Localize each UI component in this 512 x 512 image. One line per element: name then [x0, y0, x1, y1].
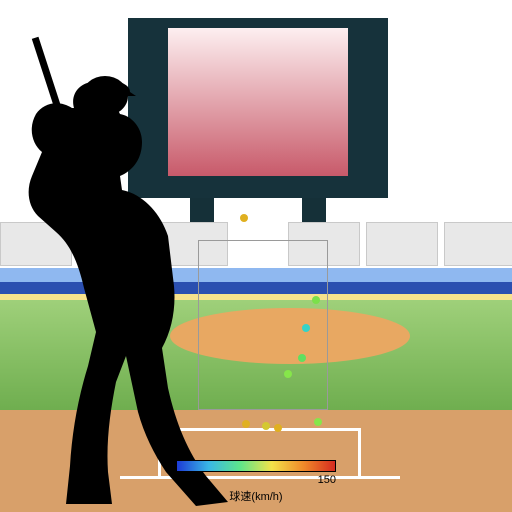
pitch-marker — [312, 296, 320, 304]
pitch-marker — [262, 422, 270, 430]
legend-ticks: 100 150 — [176, 474, 336, 486]
legend-tick-max: 150 — [318, 474, 336, 486]
stand-block — [366, 222, 438, 266]
pitch-marker — [284, 370, 292, 378]
pitch-marker — [298, 354, 306, 362]
legend-label: 球速(km/h) — [176, 488, 336, 504]
pitch-marker — [240, 214, 248, 222]
pitch-marker — [302, 324, 310, 332]
pitch-location-chart: 100 150 球速(km/h) — [0, 0, 512, 512]
speed-legend: 100 150 球速(km/h) — [176, 460, 336, 504]
plate-line — [358, 428, 361, 478]
batter-silhouette — [0, 36, 232, 506]
legend-colorbar — [176, 460, 336, 472]
stand-block — [444, 222, 512, 266]
jumbotron-pillar-right — [302, 198, 326, 222]
pitch-marker — [242, 420, 250, 428]
legend-tick-min: 100 — [176, 474, 194, 486]
pitch-marker — [314, 418, 322, 426]
pitch-marker — [274, 424, 282, 432]
